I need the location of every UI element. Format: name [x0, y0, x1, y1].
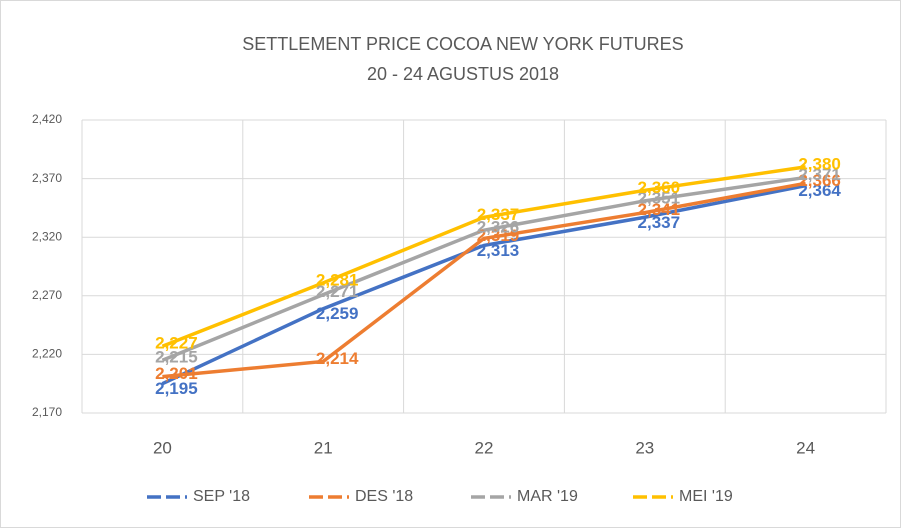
data-label: 2,313: [477, 241, 520, 260]
data-label: 2,337: [477, 205, 520, 224]
y-tick-label: 2,420: [32, 112, 62, 126]
data-label: 2,364: [798, 181, 841, 200]
y-tick-label: 2,270: [32, 288, 62, 302]
legend-label: MEI '19: [679, 488, 733, 505]
legend-label: MAR '19: [517, 488, 578, 505]
data-label: 2,380: [798, 154, 841, 173]
data-label: 2,360: [638, 178, 681, 197]
data-label: 2,201: [155, 364, 198, 383]
x-tick-label: 21: [314, 438, 333, 457]
legend-label: SEP '18: [193, 488, 250, 505]
data-label: 2,319: [477, 226, 520, 245]
series-line: [162, 181, 806, 379]
y-tick-label: 2,320: [32, 229, 62, 243]
data-label: 2,214: [316, 349, 359, 368]
y-tick-label: 2,220: [32, 347, 62, 361]
x-tick-label: 23: [635, 438, 654, 457]
data-label: 2,351: [638, 188, 681, 207]
x-tick-label: 20: [153, 438, 172, 457]
x-tick-label: 22: [475, 438, 494, 457]
series-line: [161, 165, 806, 348]
data-label: 2,337: [638, 213, 681, 232]
data-label: 2,341: [638, 200, 681, 219]
series-line: [161, 183, 806, 386]
y-tick-label: 2,170: [32, 405, 62, 419]
data-label: 2,215: [155, 348, 198, 367]
data-label: 2,371: [798, 165, 841, 184]
data-label: 2,195: [155, 379, 198, 398]
data-label: 2,227: [155, 334, 198, 353]
data-label: 2,326: [477, 218, 520, 237]
series-line: [161, 175, 806, 362]
y-tick-label: 2,370: [32, 171, 62, 185]
chart-title: SETTLEMENT PRICE COCOA NEW YORK FUTURES: [242, 34, 683, 54]
data-label: 2,271: [316, 282, 359, 301]
data-label: 2,366: [798, 171, 841, 190]
legend-label: DES '18: [355, 488, 413, 505]
x-tick-label: 24: [796, 438, 815, 457]
data-label: 2,281: [316, 270, 359, 289]
data-label: 2,259: [316, 304, 359, 323]
chart-subtitle: 20 - 24 AGUSTUS 2018: [367, 64, 559, 84]
